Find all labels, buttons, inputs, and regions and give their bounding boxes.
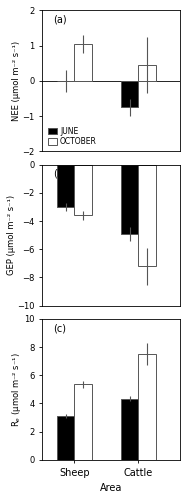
Bar [74,164,92,216]
Bar [74,384,92,460]
Bar [56,416,74,460]
Legend: JUNE, OCTOBER: JUNE, OCTOBER [46,125,98,148]
Bar [121,81,138,108]
Bar [121,164,138,234]
Bar [138,354,156,460]
Y-axis label: NEE (μmol m⁻² s⁻¹): NEE (μmol m⁻² s⁻¹) [12,41,21,121]
Y-axis label: GEP (μmol m⁻² s⁻¹): GEP (μmol m⁻² s⁻¹) [7,195,16,275]
Bar [138,65,156,81]
Text: (c): (c) [53,323,67,333]
Bar [74,44,92,81]
Y-axis label: R$_e$ (μmol m⁻² s⁻¹): R$_e$ (μmol m⁻² s⁻¹) [10,352,23,426]
Bar [121,398,138,460]
Bar [56,164,74,207]
Text: (b): (b) [53,169,67,179]
X-axis label: Area: Area [100,483,122,493]
Text: (a): (a) [53,14,67,24]
Bar [138,164,156,266]
